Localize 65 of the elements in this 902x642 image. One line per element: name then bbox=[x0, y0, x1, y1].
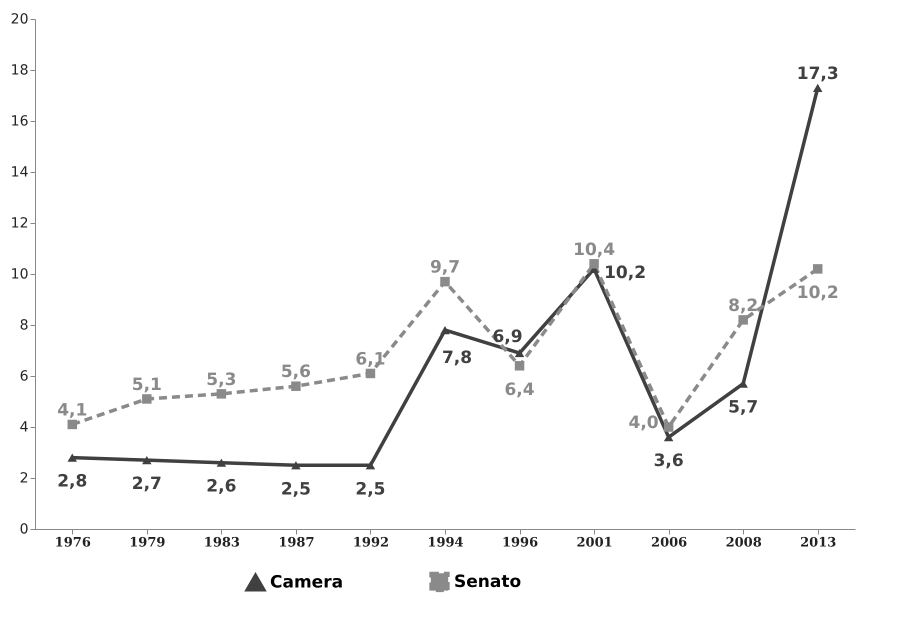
x-tick-label: 1994 bbox=[427, 536, 464, 550]
y-tick-label: 8 bbox=[20, 318, 28, 334]
point bbox=[68, 420, 78, 430]
y-tick-label: 6 bbox=[20, 368, 29, 384]
y-tick-label: 16 bbox=[10, 114, 29, 130]
point bbox=[142, 456, 152, 464]
point bbox=[664, 433, 674, 442]
point bbox=[812, 264, 822, 274]
x-tick-label: 1979 bbox=[129, 536, 166, 550]
point bbox=[514, 361, 524, 371]
data-label: 6,9 bbox=[492, 327, 523, 348]
x-tick-label: 2013 bbox=[800, 536, 836, 550]
y-tick-label: 2 bbox=[20, 470, 28, 486]
data-label: 2,7 bbox=[132, 474, 162, 494]
y-tick-label: 4 bbox=[20, 420, 29, 436]
point bbox=[291, 381, 301, 391]
y-tick-label: 12 bbox=[10, 216, 28, 232]
data-label: 4,1 bbox=[57, 400, 88, 420]
point bbox=[366, 461, 376, 470]
x-tick-label: 1987 bbox=[278, 536, 315, 550]
data-label: 8,2 bbox=[728, 296, 758, 316]
x-tick-label: 1992 bbox=[352, 536, 390, 550]
data-label: 9,7 bbox=[430, 258, 460, 278]
point bbox=[366, 368, 376, 378]
point bbox=[216, 458, 226, 467]
point bbox=[68, 453, 78, 462]
x-tick-label: 2006 bbox=[651, 536, 688, 550]
point bbox=[440, 326, 450, 334]
data-label: 6,4 bbox=[504, 380, 535, 400]
point bbox=[589, 259, 599, 269]
point bbox=[216, 389, 226, 399]
point bbox=[514, 348, 524, 358]
y-tick-label: 0 bbox=[20, 522, 28, 538]
data-label: 10,2 bbox=[796, 282, 839, 303]
point bbox=[738, 315, 748, 325]
data-label: 3,6 bbox=[654, 451, 684, 472]
data-label: 2,6 bbox=[206, 476, 236, 497]
y-tick-label: 20 bbox=[10, 12, 28, 28]
data-label: 7,8 bbox=[442, 348, 472, 368]
point bbox=[291, 461, 301, 470]
data-label: 10,2 bbox=[604, 262, 646, 283]
data-label: 4,0 bbox=[628, 413, 659, 433]
x-tick-label: 1983 bbox=[204, 536, 240, 550]
point bbox=[812, 84, 822, 92]
y-tick-label: 14 bbox=[10, 164, 29, 180]
legend-label: Camera bbox=[270, 572, 344, 592]
point bbox=[664, 422, 674, 432]
point bbox=[440, 276, 450, 286]
data-label: 2,8 bbox=[57, 472, 88, 492]
data-label: 5,1 bbox=[132, 374, 162, 395]
x-tick-label: 2008 bbox=[726, 536, 762, 550]
data-label: 10,4 bbox=[573, 240, 616, 260]
data-label: 2,5 bbox=[355, 479, 386, 500]
data-label: 2,5 bbox=[280, 479, 311, 500]
x-tick-label: 2001 bbox=[576, 536, 613, 550]
point bbox=[142, 394, 152, 404]
x-tick-label: 1996 bbox=[502, 536, 538, 550]
legend-label: Senato bbox=[454, 572, 522, 592]
y-tick-label: 18 bbox=[10, 62, 28, 78]
data-label: 5,3 bbox=[206, 370, 236, 390]
data-label: 5,6 bbox=[280, 362, 311, 382]
x-tick-label: 1976 bbox=[54, 536, 91, 550]
y-tick-label: 10 bbox=[10, 266, 28, 282]
data-label: 17,3 bbox=[796, 64, 839, 84]
data-label: 5,7 bbox=[728, 398, 758, 418]
